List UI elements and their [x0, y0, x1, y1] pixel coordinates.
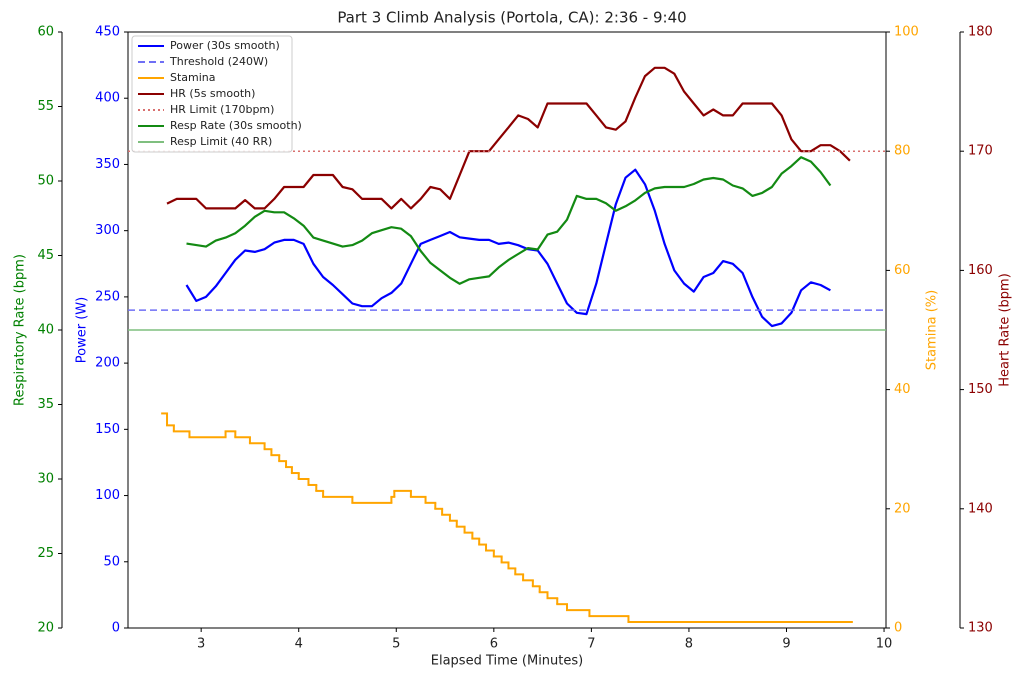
y-tick-label: 0 [112, 621, 120, 636]
y-axis-label: Power (W) [75, 297, 90, 363]
y-tick-label: 60 [37, 25, 54, 40]
y-tick-label: 100 [95, 488, 120, 503]
y-axis-label: Heart Rate (bpm) [998, 273, 1013, 387]
x-tick-label: 8 [685, 637, 693, 652]
legend-label: HR Limit (170bpm) [170, 103, 274, 116]
x-tick-label: 7 [587, 637, 595, 652]
series-line [166, 66, 851, 210]
y-tick-label: 400 [95, 91, 120, 106]
y-tick-label: 55 [37, 99, 54, 114]
legend-label: Power (30s smooth) [170, 39, 280, 52]
x-tick-label: 3 [197, 637, 205, 652]
y-tick-label: 60 [894, 263, 911, 278]
y-tick-label: 20 [894, 501, 911, 516]
y-tick-label: 200 [95, 356, 120, 371]
y-tick-label: 80 [894, 144, 911, 159]
y-tick-label: 180 [968, 25, 993, 40]
y-tick-label: 25 [37, 546, 54, 561]
y-tick-label: 0 [894, 621, 902, 636]
legend-label: Stamina [170, 71, 216, 84]
chart-title: Part 3 Climb Analysis (Portola, CA): 2:3… [337, 9, 686, 27]
y-tick-label: 35 [37, 397, 54, 412]
y-tick-label: 160 [968, 263, 993, 278]
y-axis-label: Stamina (%) [925, 290, 940, 370]
y-tick-label: 100 [894, 25, 919, 40]
y-tick-label: 40 [894, 382, 911, 397]
y-tick-label: 45 [37, 248, 54, 263]
x-tick-label: 10 [876, 637, 893, 652]
y-tick-label: 300 [95, 223, 120, 238]
series-line [185, 168, 831, 328]
legend-label: Resp Rate (30s smooth) [170, 119, 302, 132]
series-line [186, 156, 832, 285]
x-tick-label: 9 [782, 637, 790, 652]
x-tick-label: 4 [295, 637, 303, 652]
legend-label: Threshold (240W) [169, 55, 268, 68]
y-tick-label: 50 [103, 554, 120, 569]
y-tick-label: 30 [37, 472, 54, 487]
legend: Power (30s smooth) Threshold (240W) Stamin… [131, 35, 302, 153]
y-tick-label: 150 [968, 382, 993, 397]
y-tick-label: 350 [95, 157, 120, 172]
y-axis-label: Respiratory Rate (bpm) [13, 254, 28, 406]
legend-box [131, 35, 293, 153]
y-tick-label: 250 [95, 289, 120, 304]
y-tick-label: 130 [968, 621, 993, 636]
y-tick-label: 40 [37, 323, 54, 338]
x-axis-label: Elapsed Time (Minutes) [431, 654, 583, 669]
x-tick-label: 6 [490, 637, 498, 652]
y-tick-label: 170 [968, 144, 993, 159]
y-tick-label: 20 [37, 621, 54, 636]
legend-label: Resp Limit (40 RR) [170, 135, 272, 148]
legend-label: HR (5s smooth) [170, 87, 255, 100]
y-tick-label: 150 [95, 422, 120, 437]
y-tick-label: 50 [37, 174, 54, 189]
x-tick-label: 5 [392, 637, 400, 652]
y-tick-label: 140 [968, 501, 993, 516]
y-tick-label: 450 [95, 25, 120, 40]
